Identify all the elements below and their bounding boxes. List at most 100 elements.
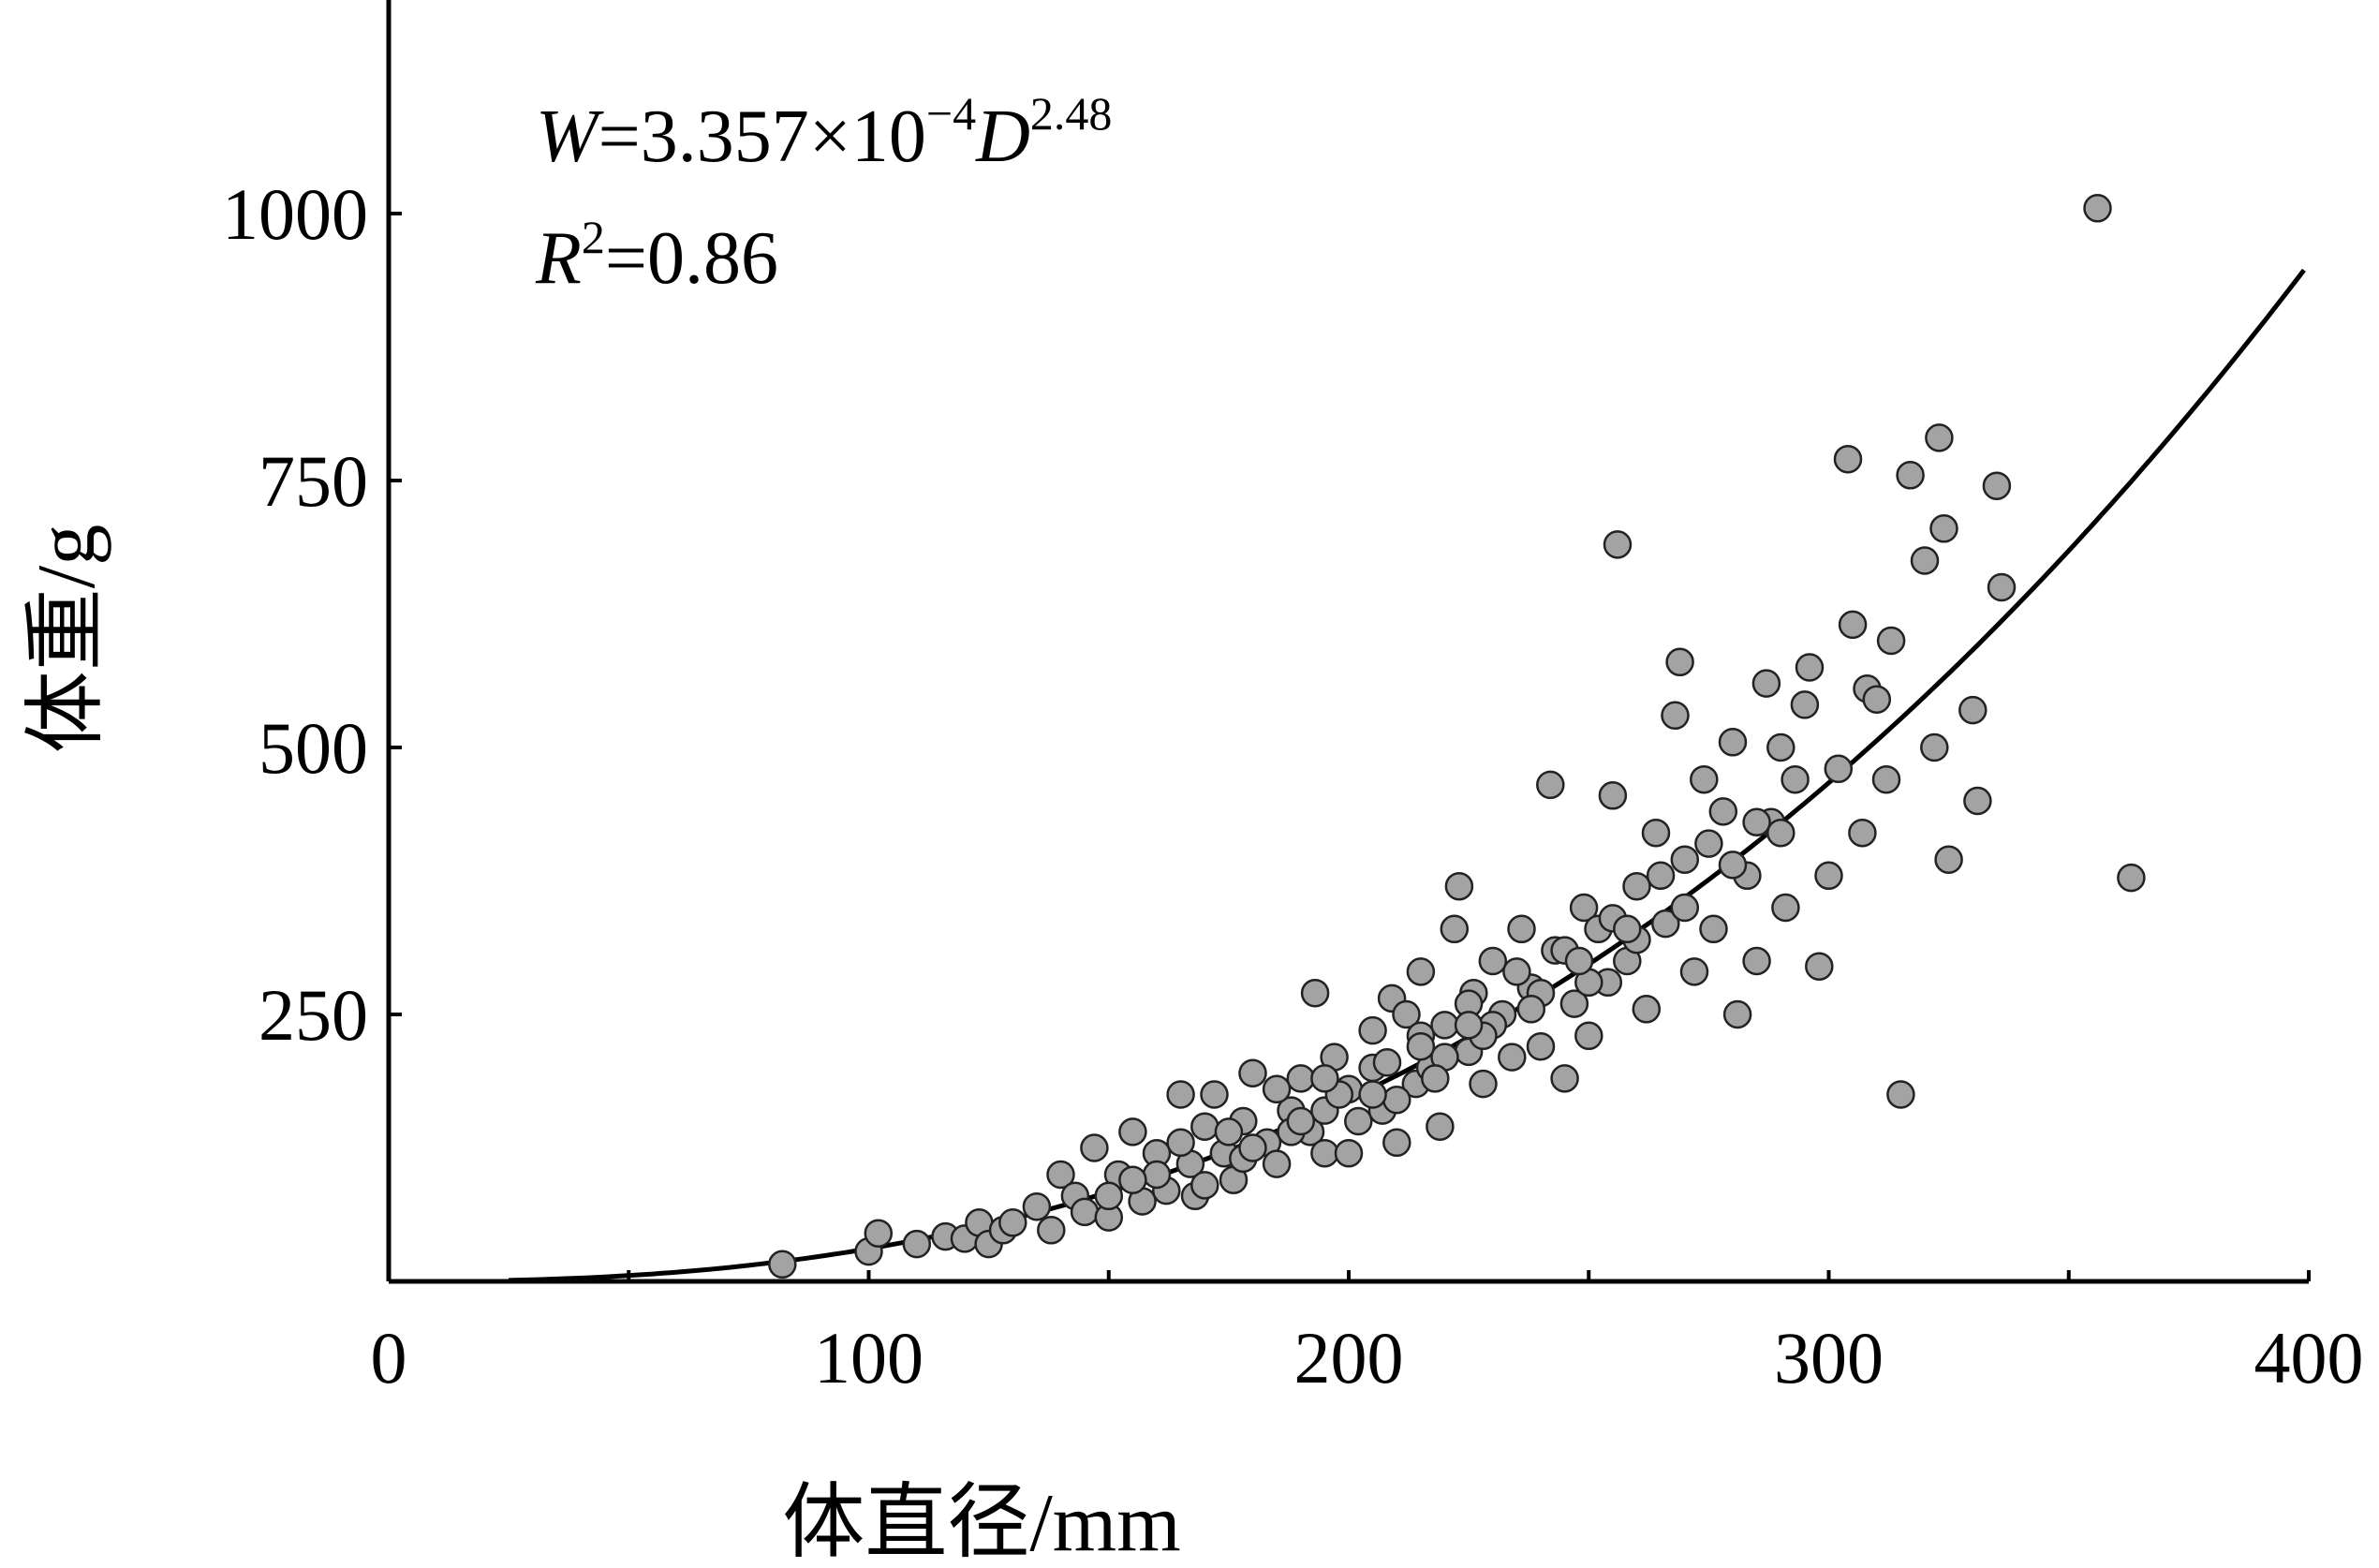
data-point bbox=[1516, 995, 1546, 1024]
r-superscript: 2 bbox=[582, 211, 605, 263]
data-point bbox=[1382, 1128, 1411, 1158]
fit-curve bbox=[509, 268, 2306, 1283]
data-point bbox=[1766, 732, 1795, 762]
data-point bbox=[1679, 957, 1709, 986]
data-point bbox=[1771, 893, 1800, 923]
data-point bbox=[1848, 818, 1877, 848]
data-point bbox=[1690, 764, 1719, 794]
data-point bbox=[1166, 1080, 1195, 1109]
data-point bbox=[1824, 754, 1854, 784]
data-point bbox=[1262, 1074, 1292, 1104]
data-point bbox=[1790, 690, 1820, 719]
data-point bbox=[1781, 764, 1810, 794]
axes bbox=[386, 0, 2311, 1284]
y-axis-title: 体重/g bbox=[22, 525, 112, 753]
data-point bbox=[1358, 1080, 1387, 1109]
data-point bbox=[1920, 732, 1949, 762]
data-point bbox=[1444, 871, 1474, 901]
fit-curve-layer bbox=[509, 268, 2306, 1283]
data-point bbox=[2117, 863, 2146, 893]
data-point bbox=[1910, 546, 1940, 575]
data-point bbox=[1166, 1128, 1195, 1158]
eq-exponent-2: 2.48 bbox=[1030, 87, 1113, 140]
data-point bbox=[1536, 770, 1565, 800]
data-points-layer bbox=[768, 194, 2146, 1280]
y-tick-label-500: 500 bbox=[259, 707, 368, 789]
data-point bbox=[1651, 909, 1680, 939]
data-point bbox=[1440, 914, 1470, 944]
data-point bbox=[1838, 610, 1868, 640]
data-point bbox=[1037, 1216, 1066, 1245]
data-point bbox=[1118, 1117, 1147, 1146]
data-point bbox=[1310, 1064, 1339, 1093]
y-tick-label-750: 750 bbox=[259, 440, 368, 522]
data-point bbox=[1641, 818, 1671, 848]
eq-d: D bbox=[975, 96, 1030, 178]
data-point bbox=[1498, 1043, 1527, 1072]
data-point bbox=[1142, 1160, 1172, 1190]
r-value: =0.86 bbox=[605, 217, 778, 300]
data-point bbox=[1670, 845, 1700, 874]
eq-exponent-1: −4 bbox=[926, 87, 976, 140]
data-point bbox=[1200, 1080, 1229, 1109]
data-point bbox=[1310, 1138, 1339, 1168]
data-point bbox=[1718, 728, 1748, 757]
data-point bbox=[1603, 530, 1633, 559]
eq-w: W bbox=[536, 96, 604, 178]
data-point bbox=[1406, 1031, 1436, 1061]
data-point bbox=[1699, 914, 1728, 944]
data-point bbox=[1190, 1171, 1219, 1200]
data-point bbox=[1022, 1191, 1052, 1221]
data-point bbox=[1559, 989, 1589, 1018]
data-point bbox=[1392, 999, 1421, 1029]
data-point bbox=[1286, 1064, 1316, 1093]
data-point bbox=[1833, 444, 1863, 474]
data-point bbox=[1238, 1133, 1267, 1162]
y-tick-label-1000: 1000 bbox=[222, 173, 368, 255]
x-tick-label-400: 400 bbox=[2254, 1317, 2364, 1398]
r-squared: R2=0.86 bbox=[535, 211, 778, 300]
data-point bbox=[1958, 695, 1987, 725]
data-point bbox=[1334, 1138, 1364, 1168]
x-tick-label-100: 100 bbox=[814, 1317, 924, 1398]
data-point bbox=[1382, 1085, 1411, 1115]
data-point bbox=[1661, 701, 1690, 731]
data-point bbox=[1569, 893, 1599, 923]
data-point bbox=[1670, 893, 1700, 923]
data-point bbox=[1502, 957, 1531, 986]
data-point bbox=[1118, 1165, 1147, 1194]
r-symbol: R bbox=[535, 217, 582, 300]
data-point bbox=[1742, 807, 1771, 837]
data-point bbox=[1372, 1048, 1402, 1077]
data-point bbox=[1982, 471, 2012, 500]
data-point bbox=[2083, 194, 2112, 223]
data-point bbox=[1478, 946, 1508, 976]
data-point bbox=[1963, 786, 1992, 816]
data-point bbox=[1574, 1021, 1603, 1051]
data-point bbox=[1507, 914, 1536, 944]
fit-equation: W=3.357×10−4D2.48 bbox=[536, 87, 1112, 178]
data-point bbox=[1262, 1149, 1292, 1178]
data-point bbox=[1526, 1031, 1556, 1061]
data-point bbox=[1190, 1112, 1219, 1141]
data-point bbox=[902, 1229, 932, 1259]
data-point bbox=[1613, 914, 1642, 944]
data-point bbox=[1805, 952, 1834, 981]
data-point bbox=[1987, 572, 2017, 602]
data-point bbox=[1046, 1160, 1075, 1190]
data-point bbox=[1430, 1011, 1459, 1040]
data-point bbox=[1344, 1106, 1373, 1136]
data-point bbox=[998, 1208, 1027, 1237]
data-point bbox=[1094, 1181, 1124, 1211]
data-point bbox=[1896, 461, 1925, 490]
data-point bbox=[1665, 647, 1694, 677]
y-tick-label-250: 250 bbox=[259, 974, 368, 1056]
data-point bbox=[1622, 871, 1651, 901]
data-point bbox=[1708, 797, 1738, 826]
data-point bbox=[1718, 851, 1748, 880]
data-point bbox=[1886, 1080, 1915, 1109]
data-point bbox=[1814, 861, 1843, 891]
data-point bbox=[1742, 946, 1771, 976]
data-point bbox=[1406, 957, 1436, 986]
tick-labels: 0 100 200 300 400 250 500 750 1000 bbox=[222, 173, 2364, 1398]
